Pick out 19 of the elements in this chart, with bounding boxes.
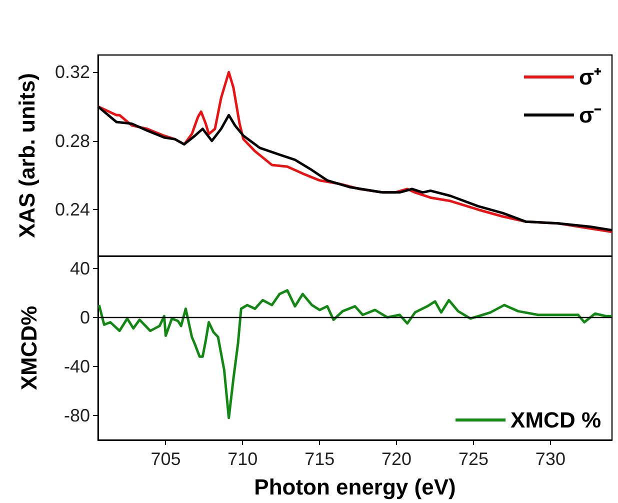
- y-tick-label: 0: [80, 307, 90, 328]
- y-tick-label: -80: [64, 405, 90, 426]
- y-tick-label: 0.24: [54, 200, 90, 220]
- y-axis-title: XAS (arb. units): [14, 72, 40, 238]
- x-tick-label: 725: [458, 449, 489, 469]
- x-axis-title: Photon energy (eV): [254, 474, 456, 500]
- y-axis-title: XMCD%: [16, 306, 42, 390]
- y-tick-label: 0.28: [54, 130, 90, 151]
- x-tick-label: 705: [150, 449, 181, 469]
- x-tick-label: 720: [382, 449, 412, 469]
- y-tick-label: 0.32: [54, 62, 90, 82]
- x-tick-label: 710: [228, 449, 258, 469]
- x-tick-label: 730: [535, 449, 566, 469]
- y-tick-label: -40: [64, 356, 90, 376]
- legend-label: XMCD %: [510, 408, 602, 432]
- legend-label: σ⁺: [578, 64, 602, 90]
- y-tick-label: 40: [70, 258, 90, 278]
- legend-label: σ⁻: [578, 102, 602, 128]
- x-tick-label: 715: [304, 449, 335, 469]
